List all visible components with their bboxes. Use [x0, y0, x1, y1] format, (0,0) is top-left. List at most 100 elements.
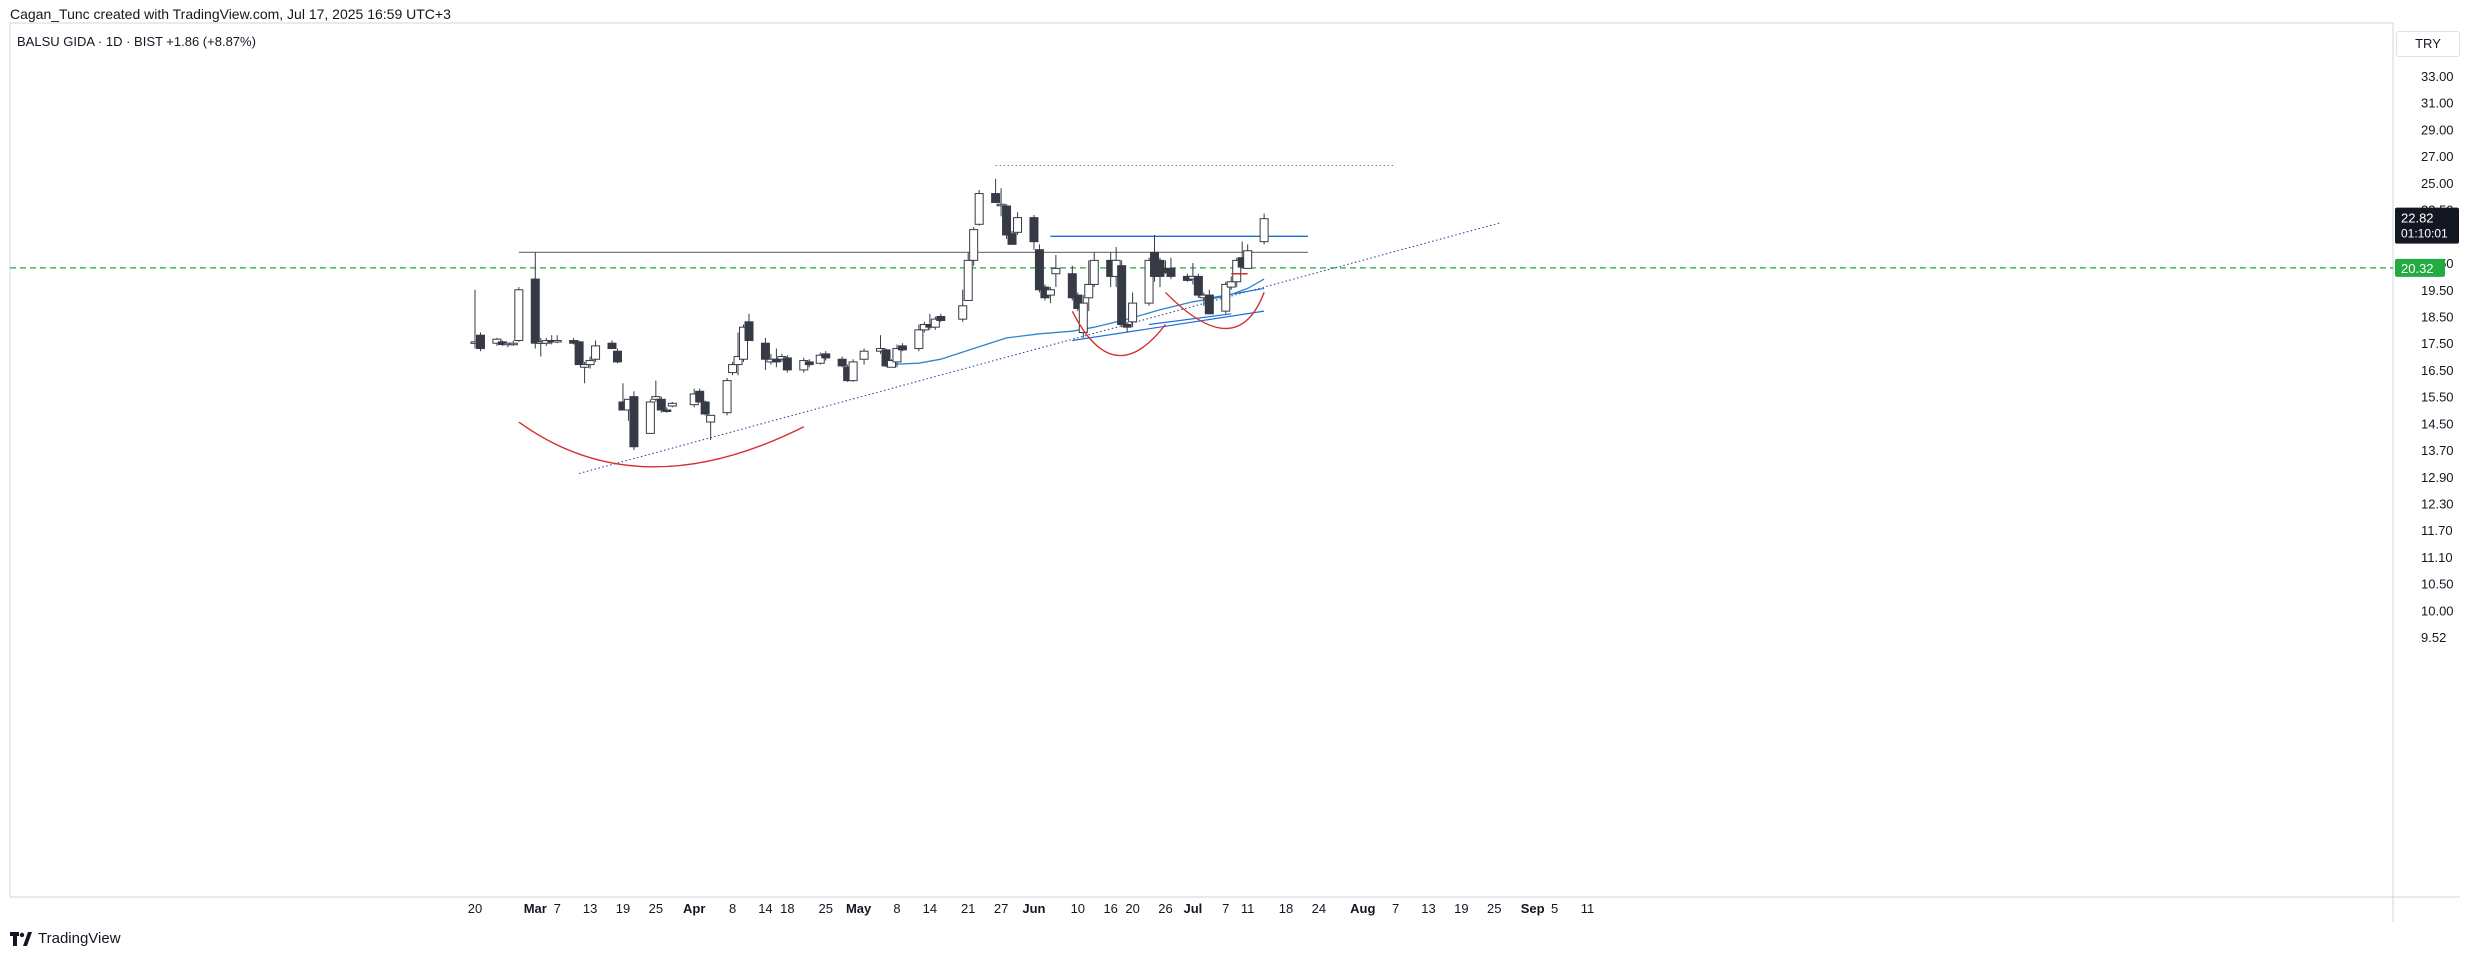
candle-body: [475, 334, 485, 350]
candle-body: [1166, 267, 1176, 277]
x-tick-label: 20: [468, 901, 482, 916]
candle-body: [700, 401, 710, 415]
candle-body: [1078, 302, 1088, 334]
y-tick-label: 9.52: [2421, 630, 2446, 645]
x-tick-label: 19: [616, 901, 630, 916]
y-tick-label: 12.30: [2421, 497, 2454, 512]
countdown-label: 01:10:01: [2401, 227, 2448, 241]
candles: [470, 178, 1269, 451]
chart-frame: [9, 22, 2394, 898]
last-price-label: 22.82: [2401, 211, 2434, 226]
x-tick-label: 7: [1392, 901, 1399, 916]
currency-button[interactable]: TRY: [2396, 31, 2460, 57]
rounded-bottom-arc: [1071, 310, 1167, 357]
y-tick-label: 17.50: [2421, 336, 2454, 351]
x-tick-label: 25: [649, 901, 663, 916]
y-tick-label: 10.50: [2421, 577, 2454, 592]
time-axis: 20 Mar 7 13 19 25 Apr 8 14 18 25 May 8 14 21 27 Jun 10 16 2…: [468, 901, 1594, 916]
candle-body: [837, 358, 847, 367]
x-tick-label: Jul: [1183, 901, 1202, 916]
y-tick-label: 10.00: [2421, 603, 2454, 618]
y-tick-label: 14.50: [2421, 416, 2454, 431]
x-tick-label: 11: [1241, 901, 1255, 916]
x-tick-label: 13: [1421, 901, 1435, 916]
y-tick-label: 27.00: [2421, 149, 2454, 164]
candle-body: [739, 326, 749, 360]
candle-body: [656, 398, 666, 411]
candle-body: [815, 354, 825, 364]
x-tick-label: 14: [923, 901, 937, 916]
x-tick-label: 14: [758, 901, 772, 916]
candle-body: [706, 414, 716, 423]
candle-body: [1226, 281, 1236, 288]
x-tick-label: Mar: [524, 901, 547, 916]
brand[interactable]: TradingView: [10, 930, 121, 947]
candle-body: [914, 329, 924, 350]
x-tick-label: 8: [893, 901, 900, 916]
candle-body: [799, 360, 809, 371]
candle-body: [969, 229, 979, 261]
candle-body: [958, 305, 968, 320]
candle-body: [607, 342, 617, 350]
last-price-tag: [2395, 207, 2459, 244]
x-tick-label: 10: [1071, 901, 1085, 916]
x-tick-label: 27: [994, 901, 1008, 916]
candle-body: [1259, 218, 1269, 243]
y-tick-label: 29.00: [2421, 122, 2454, 137]
y-tick-label: 13.70: [2421, 443, 2454, 458]
candle-body: [1089, 259, 1099, 285]
y-tick-label: 33.00: [2421, 69, 2454, 84]
candle-body: [574, 341, 584, 366]
candle-body: [1117, 265, 1127, 325]
x-tick-label: Apr: [683, 901, 705, 916]
drawings-front: [518, 272, 1265, 468]
x-tick-label: 20: [1125, 901, 1139, 916]
y-tick-label: 11.70: [2421, 523, 2453, 538]
candle-body: [492, 338, 502, 344]
candle-body: [930, 318, 940, 328]
support-price-tag: [2395, 258, 2445, 277]
candle-body: [1002, 205, 1012, 236]
candle-body: [848, 361, 858, 382]
candle-body: [1045, 289, 1055, 296]
candle-body: [1221, 283, 1231, 312]
candle-body: [1232, 259, 1242, 283]
candle-body: [1007, 233, 1017, 245]
candle-body: [651, 396, 661, 400]
lower-channel-line: [1072, 310, 1265, 342]
ascending-trendline: [578, 222, 1500, 474]
candle-body: [552, 340, 562, 343]
candle-body: [1029, 217, 1039, 243]
x-tick-label: 21: [961, 901, 975, 916]
y-tick-label: 16.50: [2421, 363, 2454, 378]
author-line: Cagan_Tunc created with TradingView.com,…: [10, 6, 451, 22]
candle-body: [1084, 283, 1094, 299]
candle-body: [662, 409, 672, 412]
candle-body: [1013, 217, 1023, 233]
candle-body: [1243, 250, 1253, 269]
candle-body: [936, 315, 946, 321]
tradingview-logo-icon: [10, 931, 32, 946]
x-tick-label: Jun: [1022, 901, 1045, 916]
candle-body: [591, 345, 601, 360]
y-tick-label: 11.10: [2421, 550, 2453, 565]
candle-body: [991, 193, 1001, 203]
rounded-bottom-arc: [1164, 291, 1265, 329]
candle-body: [585, 360, 595, 366]
candle-body: [667, 402, 677, 407]
candle-body: [804, 361, 814, 366]
x-tick-label: 19: [1454, 901, 1468, 916]
candle-body: [782, 357, 792, 371]
candle-body: [1122, 323, 1132, 328]
candle-body: [892, 348, 902, 363]
candle-body: [530, 278, 540, 344]
x-tick-label: 8: [729, 901, 736, 916]
y-tick-label: 25.00: [2421, 176, 2454, 191]
candle-body: [821, 353, 831, 359]
x-tick-label: 5: [1551, 901, 1558, 916]
x-tick-label: 16: [1103, 901, 1117, 916]
x-tick-label: Aug: [1350, 901, 1375, 916]
